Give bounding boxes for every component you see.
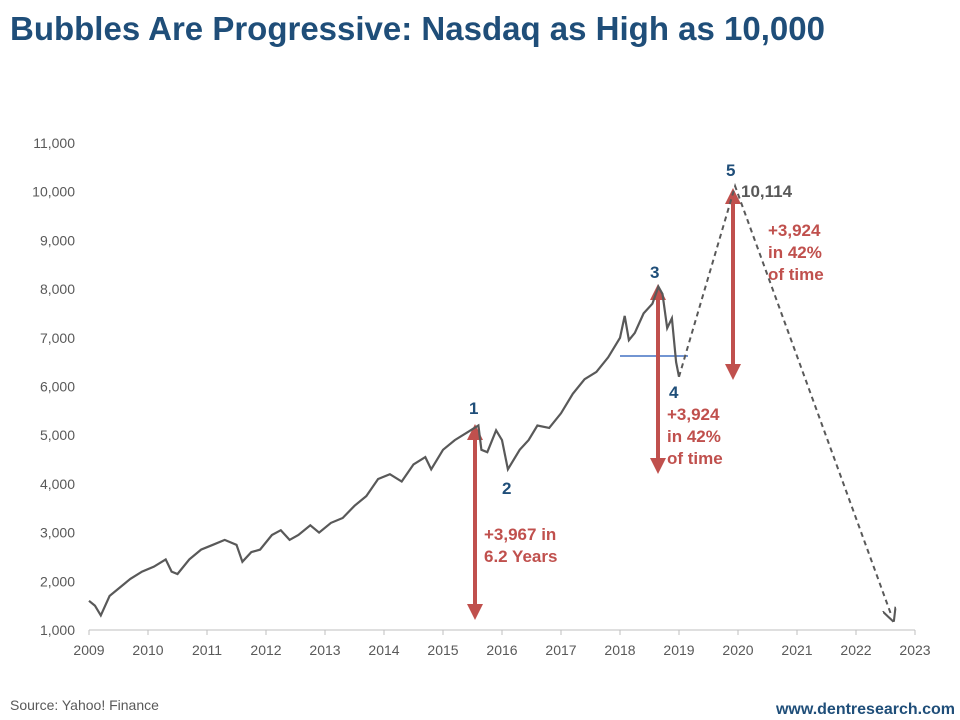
x-tick-label: 2016: [486, 642, 517, 658]
y-tick-label: 1,000: [40, 622, 75, 638]
annotation: of time: [768, 265, 824, 284]
y-tick-label: 8,000: [40, 281, 75, 297]
annotation: +3,924: [768, 221, 821, 240]
x-tick-label: 2020: [722, 642, 753, 658]
chart-title: Bubbles Are Progressive: Nasdaq as High …: [10, 10, 825, 47]
x-tick-label: 2021: [781, 642, 812, 658]
wave-label: 5: [726, 161, 735, 180]
source: Source: Yahoo! Finance: [10, 697, 159, 713]
x-tick-label: 2017: [545, 642, 576, 658]
x-tick-label: 2022: [840, 642, 871, 658]
x-tick-label: 2009: [73, 642, 104, 658]
x-tick-label: 2011: [192, 642, 222, 658]
annotation: +3,967 in: [484, 525, 556, 544]
annotation: +3,924: [667, 405, 720, 424]
x-tick-label: 2015: [427, 642, 458, 658]
x-tick-label: 2019: [663, 642, 694, 658]
x-tick-label: 2012: [250, 642, 281, 658]
credit: www.dentresearch.com: [775, 701, 955, 718]
x-tick-label: 2013: [309, 642, 340, 658]
x-tick-label: 2023: [899, 642, 930, 658]
y-tick-label: 6,000: [40, 379, 75, 395]
wave-label: 4: [669, 383, 679, 402]
y-tick-label: 4,000: [40, 476, 75, 492]
x-tick-label: 2010: [132, 642, 163, 658]
peak-label: 10,114: [741, 182, 793, 201]
wave-label: 3: [650, 263, 659, 282]
x-tick-label: 2014: [368, 642, 399, 658]
data-line: [88, 284, 681, 618]
y-tick-label: 3,000: [40, 525, 75, 541]
x-tick-label: 2018: [604, 642, 635, 658]
annotation: in 42%: [667, 427, 721, 446]
y-tick-label: 10,000: [32, 184, 75, 200]
annotation: 6.2 Years: [484, 547, 557, 566]
wave-label: 1: [469, 399, 478, 418]
y-tick-label: 5,000: [40, 427, 75, 443]
y-tick-label: 2,000: [40, 573, 75, 589]
annotation: of time: [667, 449, 723, 468]
wave-label: 2: [502, 479, 511, 498]
y-tick-label: 9,000: [40, 232, 75, 248]
y-tick-label: 11,000: [33, 135, 75, 151]
annotation: in 42%: [768, 243, 822, 262]
projection-line: [678, 182, 891, 615]
y-tick-label: 7,000: [40, 330, 75, 346]
